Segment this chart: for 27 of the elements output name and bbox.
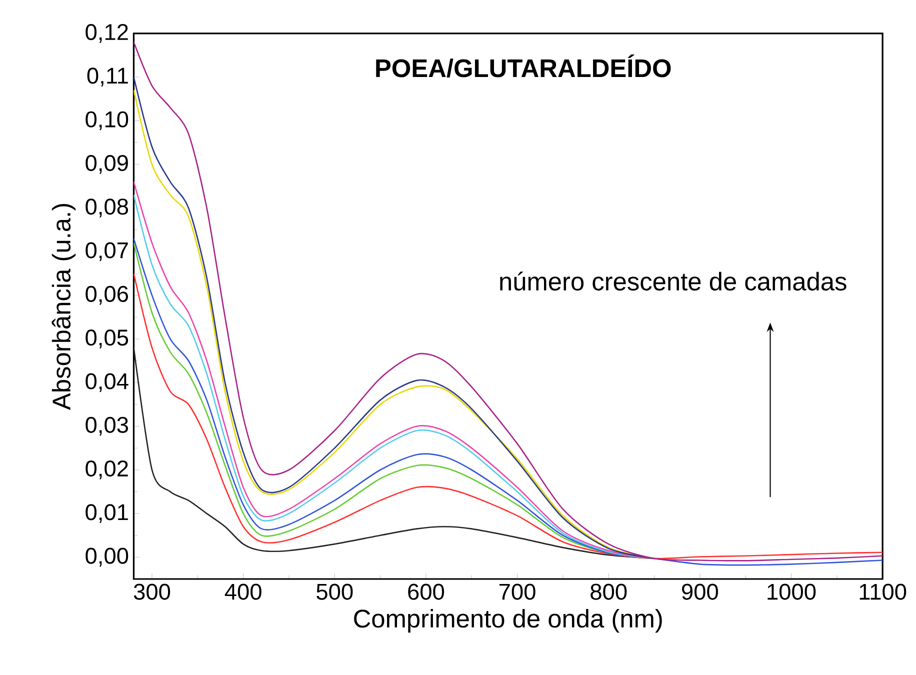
y-axis-title: Absorbância (u.a.)	[52, 204, 76, 410]
x-tick-label: 500	[316, 584, 353, 600]
x-tick-label: 900	[682, 584, 718, 600]
x-axis-title: Comprimento de onda (nm)	[354, 608, 662, 633]
y-tick-label: 0,07	[86, 242, 128, 261]
x-tick-label: 300	[134, 584, 170, 600]
x-tick-label: 700	[499, 584, 536, 600]
y-tick-label: 0,12	[86, 24, 128, 43]
y-tick-label: 0,08	[86, 198, 128, 218]
annotation: número crescente de camadas	[500, 271, 846, 290]
x-tick-label: 600	[408, 584, 444, 600]
y-tick-label: 0,05	[86, 329, 128, 348]
y-tick-label: 0,00	[86, 548, 128, 566]
x-tick-label: 800	[590, 584, 627, 600]
text: POEA/GLUTARALDEÍDO	[376, 54, 671, 78]
y-tick-label: 0,01	[86, 504, 128, 523]
y-tick-label: 0,02	[86, 460, 128, 480]
x-tick-label: 1100	[860, 584, 906, 600]
y-tick-label: 0,04	[86, 373, 128, 392]
y-tick-label: 0,09	[86, 154, 128, 174]
line-series	[134, 41, 883, 562]
y-tick-label: 0,10	[86, 111, 128, 130]
y-tick-label: 0,11	[87, 68, 128, 86]
x-tick-label: 1000	[768, 584, 816, 600]
x-tick-label: 400	[224, 584, 262, 600]
y-tick-label: 0,06	[86, 286, 128, 305]
y-tick-label: 0,03	[86, 416, 128, 436]
